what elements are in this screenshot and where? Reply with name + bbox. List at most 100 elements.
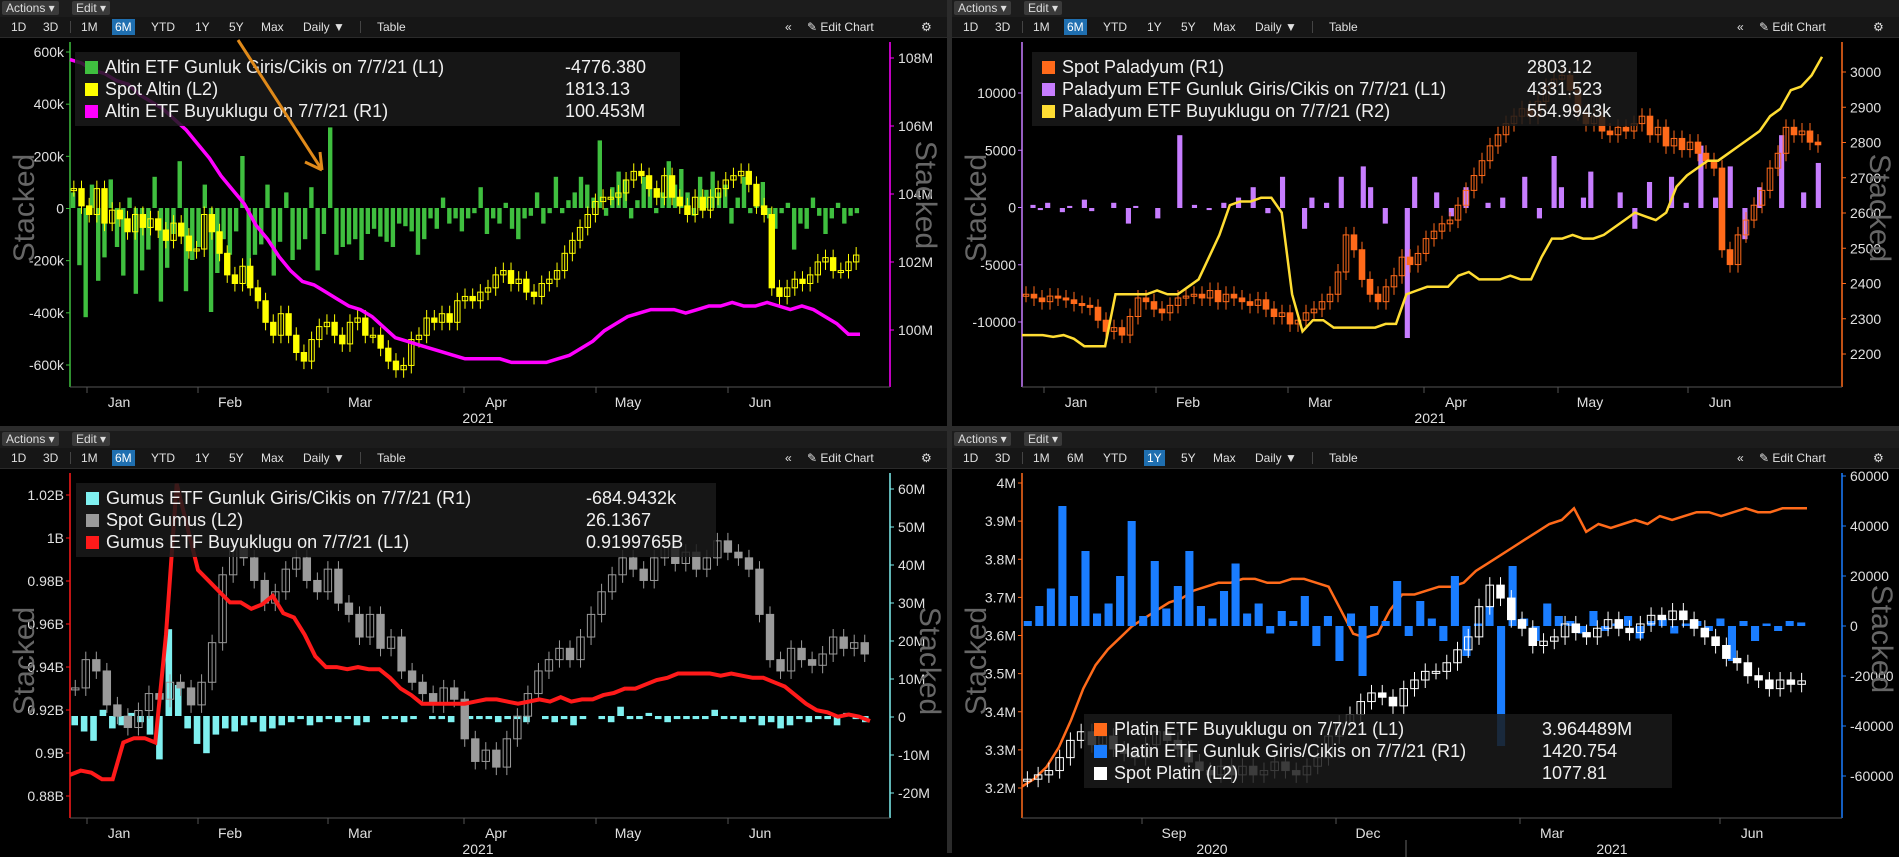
edit-chart-button[interactable]: ✎ Edit Chart [1759,20,1826,34]
left-tick-label: -10000 [972,314,1016,330]
candle-body [1046,295,1054,303]
range-ytd-button[interactable]: YTD [151,20,175,34]
right-tick-label: 20000 [1850,568,1889,584]
candle-body [1110,327,1118,332]
right-tick-label: 106M [898,118,933,134]
range-1d-button[interactable]: 1D [963,20,979,34]
actions-menu[interactable]: Actions ▾ [2,1,59,15]
candle-body [714,188,722,198]
bar [80,716,88,732]
range-3d-button[interactable]: 3D [43,451,59,465]
range-1m-button[interactable]: 1M [81,20,98,34]
range-1d-button[interactable]: 1D [11,451,27,465]
edit-chart-button[interactable]: ✎ Edit Chart [1759,451,1826,465]
bar [1335,626,1344,661]
candle-body [653,188,660,198]
legend-value: 1077.81 [1542,763,1607,783]
bar [99,709,107,716]
bar [121,208,126,276]
range-1y-button[interactable]: 1Y [1144,450,1165,466]
candle-body [776,659,785,672]
frequency-dropdown[interactable]: Daily ▼ [303,20,345,34]
x-tick-label: Jun [1709,394,1732,410]
edit-menu[interactable]: Edit ▾ [72,1,111,15]
bar [1698,145,1704,208]
range-1m-button[interactable]: 1M [1033,20,1050,34]
right-tick-label: -20M [898,785,930,801]
range-6m-button[interactable]: 6M [1064,19,1087,35]
bar [344,716,351,720]
candle-body [837,270,845,274]
range-3d-button[interactable]: 3D [995,451,1011,465]
range-ytd-button[interactable]: YTD [1103,451,1127,465]
actions-menu[interactable]: Actions ▾ [954,1,1011,15]
candle-body [1646,614,1656,625]
range-5y-button[interactable]: 5Y [1181,451,1196,465]
bar [297,716,304,720]
range-5y-button[interactable]: 5Y [229,451,244,465]
collapse-icon[interactable]: « [785,20,792,34]
edit-chart-button[interactable]: ✎ Edit Chart [807,20,874,34]
range-1m-button[interactable]: 1M [81,451,98,465]
bar [559,208,565,214]
horizontal-divider[interactable] [0,426,1899,431]
bar [697,176,703,208]
bar [1500,197,1506,208]
gear-icon[interactable]: ⚙ [921,451,932,465]
range-ytd-button[interactable]: YTD [151,451,175,465]
range-1y-button[interactable]: 1Y [1147,20,1162,34]
candle-body [1094,306,1102,321]
range-max-button[interactable]: Max [261,20,284,34]
table-button[interactable]: Table [377,451,406,465]
candle-body [1782,126,1790,154]
range-1d-button[interactable]: 1D [963,451,979,465]
candle-body [109,209,116,224]
left-tick-label: 3.6M [985,628,1016,644]
table-button[interactable]: Table [377,20,406,34]
gear-icon[interactable]: ⚙ [921,20,932,34]
range-6m-button[interactable]: 6M [1067,451,1084,465]
range-1y-button[interactable]: 1Y [195,451,210,465]
gear-icon[interactable]: ⚙ [1873,20,1884,34]
candle-body [1399,688,1409,707]
range-3d-button[interactable]: 3D [995,20,1011,34]
frequency-dropdown[interactable]: Daily ▼ [1255,20,1297,34]
range-3d-button[interactable]: 3D [43,20,59,34]
bar [429,716,436,720]
range-ytd-button[interactable]: YTD [1103,20,1127,34]
candle-body [628,557,638,570]
edit-chart-button[interactable]: ✎ Edit Chart [807,451,874,465]
gear-icon[interactable]: ⚙ [1873,451,1884,465]
actions-menu[interactable]: Actions ▾ [954,432,1011,446]
range-5y-button[interactable]: 5Y [229,20,244,34]
bar [265,184,270,208]
edit-menu[interactable]: Edit ▾ [1024,432,1063,446]
actions-menu[interactable]: Actions ▾ [2,432,59,446]
edit-menu[interactable]: Edit ▾ [72,432,111,446]
range-6m-button[interactable]: 6M [112,450,135,466]
range-max-button[interactable]: Max [1213,451,1236,465]
candle-body [1078,303,1086,307]
bar [1279,176,1286,208]
range-5y-button[interactable]: 5Y [1181,20,1196,34]
range-1y-button[interactable]: 1Y [195,20,210,34]
candle-body [1478,160,1486,177]
bar [497,208,502,224]
collapse-icon[interactable]: « [1737,451,1744,465]
edit-menu[interactable]: Edit ▾ [1024,1,1063,15]
right-tick-label: 30M [898,595,925,611]
collapse-icon[interactable]: « [1737,20,1744,34]
range-max-button[interactable]: Max [1213,20,1236,34]
range-1d-button[interactable]: 1D [11,20,27,34]
range-1m-button[interactable]: 1M [1033,451,1050,465]
x-tick-label: May [1577,394,1603,410]
collapse-icon[interactable]: « [785,451,792,465]
candle-body [1614,619,1624,629]
frequency-dropdown[interactable]: Daily ▼ [1255,451,1297,465]
range-6m-button[interactable]: 6M [112,19,135,35]
frequency-dropdown[interactable]: Daily ▼ [303,451,345,465]
table-button[interactable]: Table [1329,451,1358,465]
range-max-button[interactable]: Max [261,451,284,465]
table-button[interactable]: Table [1329,20,1358,34]
toolbar-separator [360,452,361,464]
